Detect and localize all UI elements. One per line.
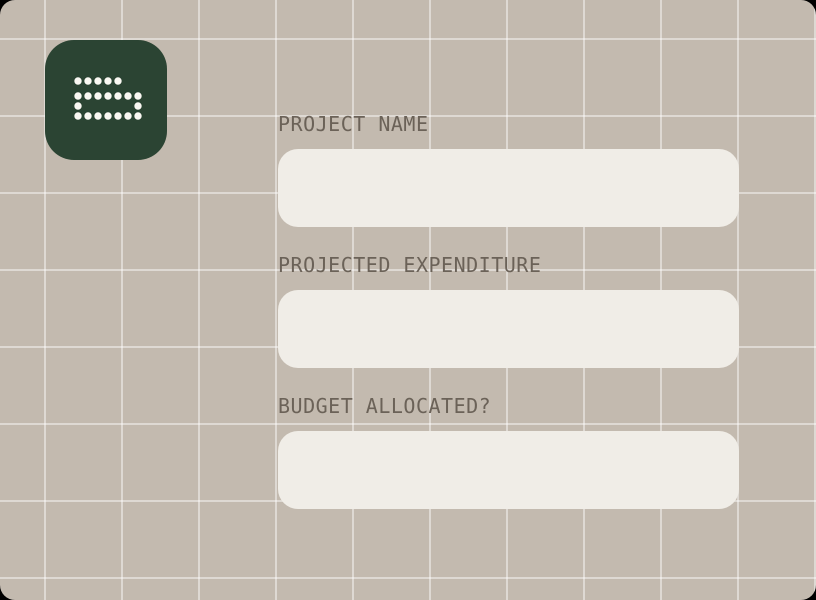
dotted-card-icon [45,40,167,160]
projected-expenditure-label: PROJECTED EXPENDITURE [278,253,542,277]
projected-expenditure-input[interactable] [278,290,739,368]
field-group-project-name: PROJECT NAME [278,112,739,227]
budget-allocated-input[interactable] [278,431,739,509]
project-name-input[interactable] [278,149,739,227]
project-name-label: PROJECT NAME [278,112,429,136]
field-group-projected-expenditure: PROJECTED EXPENDITURE [278,253,739,368]
project-form: PROJECT NAME PROJECTED EXPENDITURE BUDGE… [278,112,739,535]
field-group-budget-allocated: BUDGET ALLOCATED? [278,394,739,509]
budget-allocated-label: BUDGET ALLOCATED? [278,394,492,418]
